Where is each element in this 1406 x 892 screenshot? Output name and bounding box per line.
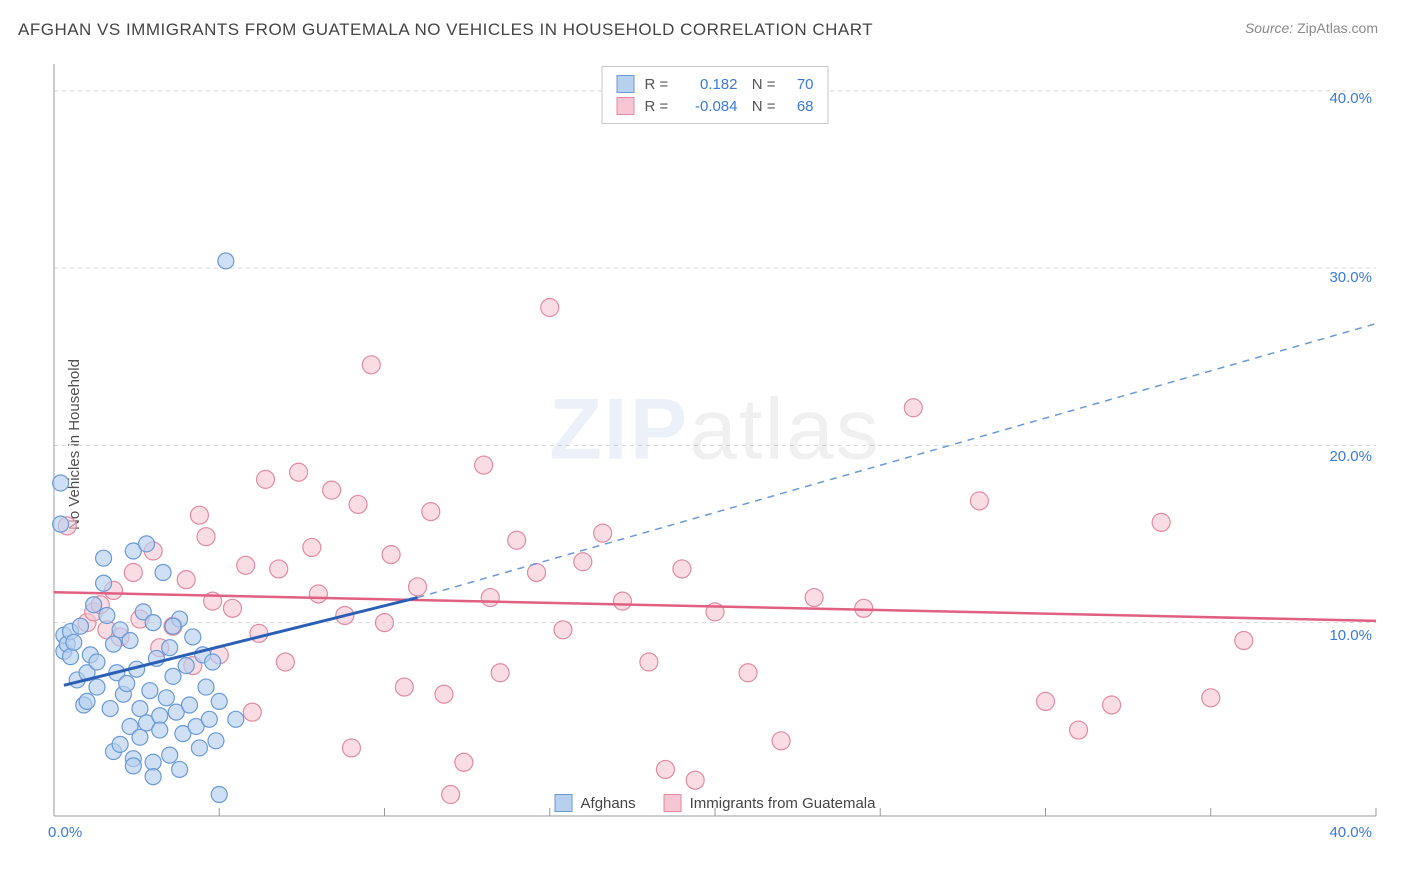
legend-label-guatemala: Immigrants from Guatemala [690,795,876,812]
r-value-afghans: 0.182 [683,76,738,93]
series-legend: Afghans Immigrants from Guatemala [555,794,876,812]
chart-area: No Vehicles in Household ZIPatlas R = 0.… [50,60,1380,820]
scatter-plot [50,60,1380,820]
legend-swatch-guatemala [664,794,682,812]
source-value: ZipAtlas.com [1297,20,1378,36]
y-tick-label: 20.0% [1329,448,1372,465]
stats-legend-row-afghans: R = 0.182 N = 70 [617,73,814,95]
stats-legend-row-guatemala: R = -0.084 N = 68 [617,95,814,117]
chart-header: AFGHAN VS IMMIGRANTS FROM GUATEMALA NO V… [0,0,1406,52]
stats-legend: R = 0.182 N = 70 R = -0.084 N = 68 [602,66,829,124]
n-value-guatemala: 68 [786,98,814,115]
x-tick-label: 0.0% [48,824,82,841]
swatch-afghans [617,75,635,93]
n-label-guatemala: N = [748,98,776,115]
y-tick-label: 40.0% [1329,90,1372,107]
y-tick-label: 10.0% [1329,627,1372,644]
legend-item-guatemala: Immigrants from Guatemala [664,794,876,812]
x-tick-label: 40.0% [1329,824,1372,841]
y-tick-label: 30.0% [1329,269,1372,286]
n-value-afghans: 70 [786,76,814,93]
legend-label-afghans: Afghans [581,795,636,812]
chart-title: AFGHAN VS IMMIGRANTS FROM GUATEMALA NO V… [18,20,873,40]
n-label-afghans: N = [748,76,776,93]
r-label-guatemala: R = [645,98,673,115]
r-label-afghans: R = [645,76,673,93]
source-attribution: Source: ZipAtlas.com [1245,20,1378,36]
source-label: Source: [1245,20,1293,36]
legend-item-afghans: Afghans [555,794,636,812]
legend-swatch-afghans [555,794,573,812]
swatch-guatemala [617,97,635,115]
r-value-guatemala: -0.084 [683,98,738,115]
